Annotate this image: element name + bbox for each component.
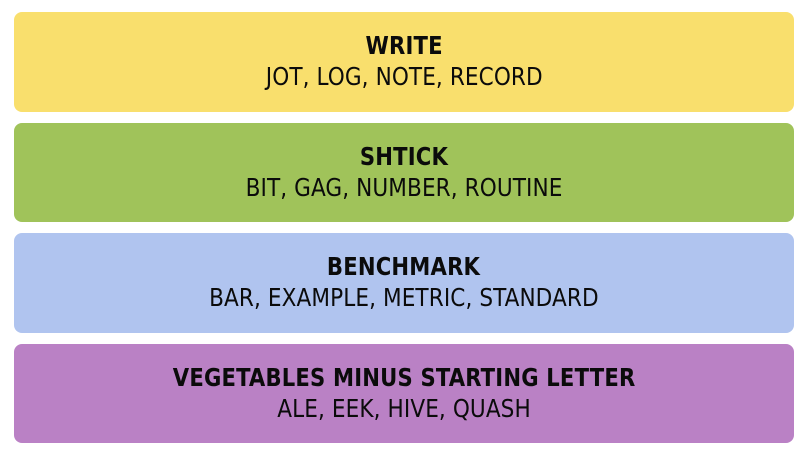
- group-members: ALE, EEK, HIVE, QUASH: [277, 393, 531, 423]
- group-members: BIT, GAG, NUMBER, ROUTINE: [245, 172, 563, 202]
- group-title: SHTICK: [359, 141, 449, 171]
- group-title: BENCHMARK: [327, 252, 481, 281]
- group-card-blue[interactable]: BENCHMARK BAR, EXAMPLE, METRIC, STANDARD: [14, 233, 794, 333]
- group-card-purple[interactable]: VEGETABLES MINUS STARTING LETTER ALE, EE…: [14, 343, 794, 443]
- group-title: WRITE: [365, 31, 443, 60]
- group-members: BAR, EXAMPLE, METRIC, STANDARD: [209, 283, 599, 312]
- group-card-yellow[interactable]: WRITE JOT, LOG, NOTE, RECORD: [14, 12, 794, 112]
- group-title: VEGETABLES MINUS STARTING LETTER: [172, 362, 636, 392]
- group-card-green[interactable]: SHTICK BIT, GAG, NUMBER, ROUTINE: [14, 122, 794, 222]
- group-members: JOT, LOG, NOTE, RECORD: [265, 62, 543, 91]
